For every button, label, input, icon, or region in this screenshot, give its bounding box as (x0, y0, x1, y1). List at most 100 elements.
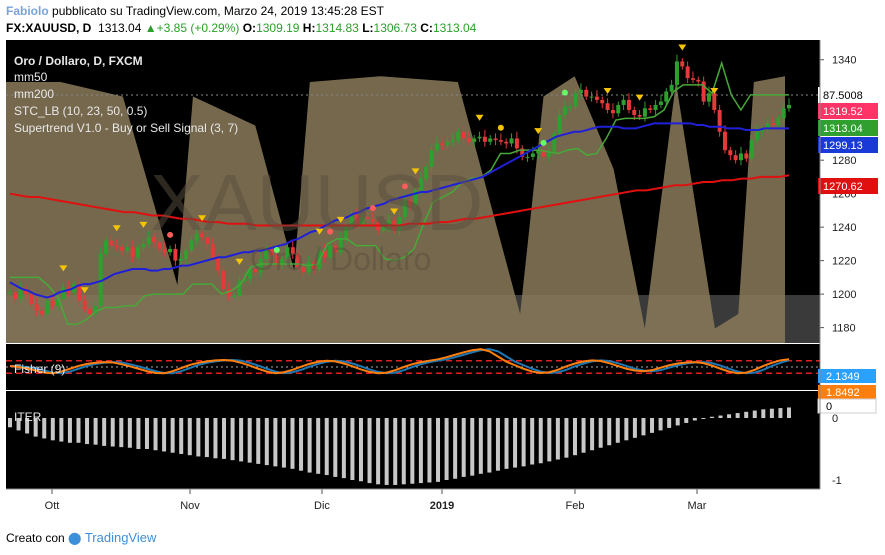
candle-body (525, 156, 530, 158)
candle-body (40, 310, 45, 315)
iter-pane (6, 391, 820, 489)
candle-body (77, 284, 82, 301)
candle-body (600, 99, 605, 104)
signal-dot-icon (561, 89, 568, 96)
sell-signal-icon (336, 216, 345, 223)
iter-bar (607, 418, 612, 446)
candle-body (258, 258, 263, 273)
candle-body (178, 258, 183, 261)
sell-signal-icon (315, 228, 324, 235)
sell-signal-icon (80, 287, 89, 294)
candle-body (664, 91, 669, 102)
fisher-tag-bg (818, 369, 876, 383)
iter-bar (127, 418, 132, 448)
candle-body (269, 248, 274, 256)
candle-body (274, 255, 279, 264)
chart-canvas[interactable]: 11801200122012401260128013001320134087.5… (0, 40, 885, 525)
candle-body (338, 238, 343, 253)
iter-bar (290, 418, 295, 469)
candle-body (290, 247, 295, 254)
iter-bar (564, 418, 569, 458)
candle-body (184, 250, 189, 259)
iter-bar (624, 418, 629, 441)
author-name[interactable]: Fabiolo (6, 4, 49, 18)
candle-body (637, 114, 642, 117)
iter-bar (744, 411, 749, 418)
candle-body (450, 140, 455, 142)
iter-bar (778, 408, 783, 418)
low-value: 1306.73 (373, 21, 417, 35)
sell-signal-icon (59, 265, 68, 272)
iter-bar (85, 418, 90, 445)
candle-body (114, 245, 119, 248)
candle-body (642, 108, 647, 117)
sell-signal-icon (139, 221, 148, 228)
iter-bar (170, 418, 175, 453)
candle-body (434, 143, 439, 151)
candle-body (536, 150, 541, 154)
iter-bar (769, 408, 774, 418)
iter-bar (50, 418, 55, 441)
candle-body (770, 123, 775, 126)
candle-body (456, 131, 461, 141)
candle-body (568, 106, 573, 108)
iter-bar (752, 410, 757, 418)
iter-bar (93, 418, 98, 445)
legend-title: Oro / Dollaro, D, FXCM (14, 54, 143, 68)
iter-bar (410, 418, 415, 484)
candle-body (744, 153, 749, 159)
iter-bar (538, 418, 543, 464)
candle-body (109, 240, 114, 246)
candle-body (45, 300, 50, 315)
candle-body (189, 240, 194, 251)
iter-bar (376, 418, 381, 485)
signal-dot-icon (273, 246, 280, 253)
candle-body (221, 270, 226, 290)
iter-bar (547, 418, 552, 462)
candle-body (365, 217, 370, 219)
fisher-trigger-tag-bg (818, 385, 876, 399)
tradingview-brand[interactable]: TradingView (84, 530, 157, 545)
candle-body (157, 242, 162, 249)
candle-body (738, 153, 743, 161)
sell-signal-icon (198, 215, 207, 222)
legend-supertrend[interactable]: Supertrend V1.0 - Buy or Sell Signal (3,… (14, 121, 239, 135)
legend-fisher[interactable]: Fisher (9) (14, 362, 66, 376)
candle-body (466, 138, 471, 142)
iter-tick-label: 0 (832, 413, 838, 425)
candle-body (669, 84, 674, 92)
signal-dot-icon (497, 124, 504, 131)
iter-bar (144, 418, 149, 449)
fisher-line (9, 348, 790, 375)
legend-iter[interactable]: ITER (14, 410, 42, 424)
candle-body (626, 99, 631, 110)
candle-body (461, 131, 466, 139)
sell-signal-icon (635, 94, 644, 101)
legend-mm200[interactable]: mm200 (14, 87, 55, 101)
y-tick-label: 1280 (832, 155, 856, 167)
iter-bar (684, 418, 689, 423)
signal-dot-icon (327, 228, 334, 235)
candle-body (50, 300, 55, 306)
price-tag (818, 120, 878, 136)
candle-body (509, 138, 514, 144)
iter-bar (487, 418, 492, 473)
legend-mm50[interactable]: mm50 (14, 70, 48, 84)
x-tick-label: Feb (566, 500, 585, 512)
candle-body (685, 66, 690, 79)
fisher-trigger-tag-label: 1.8492 (826, 387, 860, 399)
legend-stc[interactable]: STC_LB (10, 23, 50, 0.5) (14, 104, 148, 118)
candle-body (557, 114, 562, 134)
low-label: L: (362, 21, 374, 35)
candle-body (776, 118, 781, 126)
iter-bar (735, 413, 740, 418)
iter-bar (436, 418, 441, 482)
candle-body (306, 262, 311, 273)
iter-bar (521, 418, 526, 467)
iter-bar (367, 418, 372, 484)
candle-body (648, 108, 653, 110)
candle-body (386, 220, 391, 228)
published-text: pubblicato su TradingView.com, Marzo 24,… (52, 4, 384, 18)
iter-bar (641, 418, 646, 436)
fisher-tag-label: 2.1349 (826, 371, 860, 383)
